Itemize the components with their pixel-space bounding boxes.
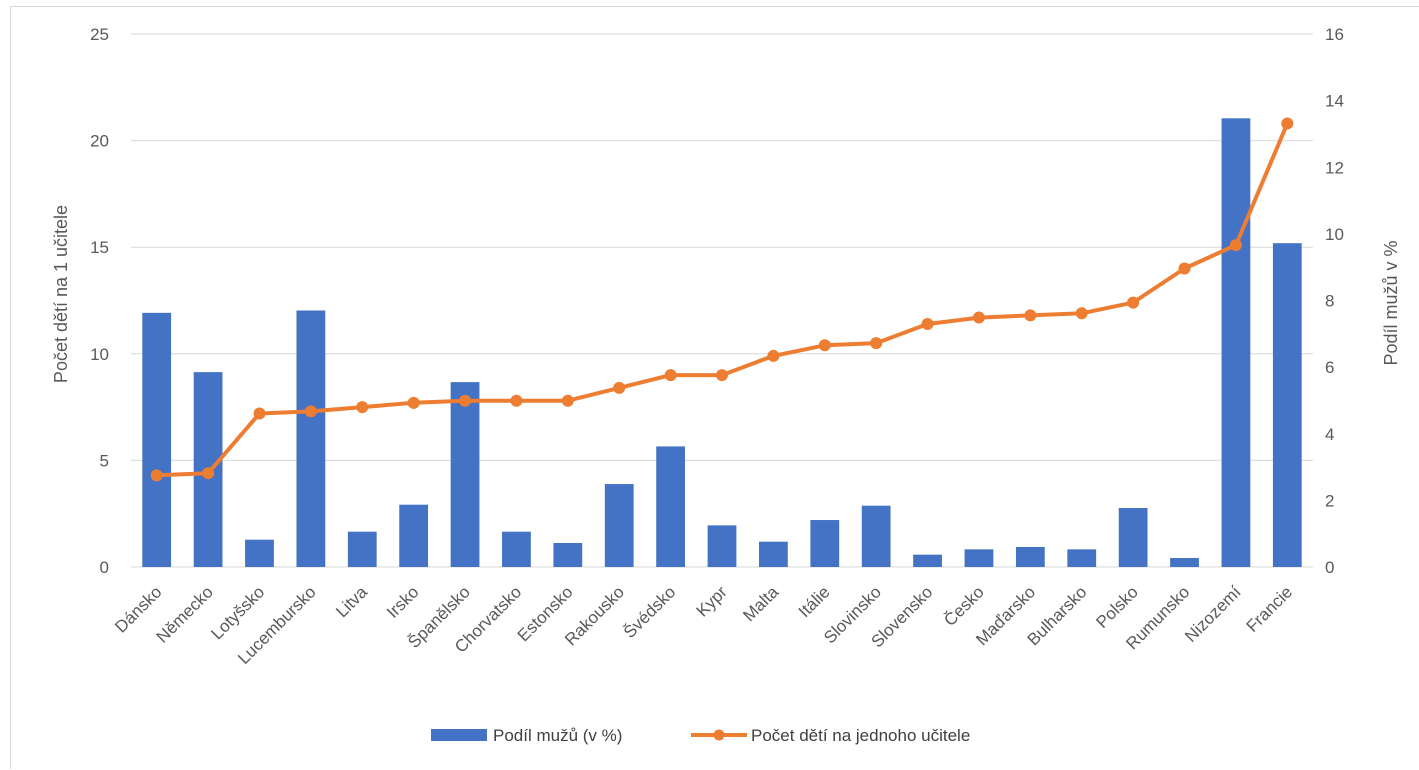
bar — [142, 312, 172, 567]
line-point — [1229, 239, 1242, 252]
line-point — [1281, 117, 1294, 130]
right-tick-label: 0 — [1325, 558, 1334, 577]
legend-bar-label: Podíl mužů (v %) — [493, 726, 622, 745]
bar — [1067, 549, 1097, 567]
right-axis-ticks: 0 2 4 6 8 10 12 14 16 — [1325, 25, 1344, 577]
category-label: Irsko — [383, 582, 422, 621]
combo-chart: 0 5 10 15 20 25 0 2 4 6 8 10 12 14 16 DánskoNěmeckoLo… — [51, 25, 1401, 745]
series-line — [154, 121, 1290, 478]
bar — [553, 543, 583, 567]
line-point — [150, 469, 163, 482]
category-label: Nizozemí — [1181, 582, 1245, 646]
bar — [707, 525, 737, 567]
bar — [1118, 508, 1148, 567]
bar — [913, 554, 942, 567]
right-axis-title: Podíl mužů v % — [1381, 240, 1401, 365]
left-tick-label: 15 — [90, 238, 109, 257]
line-point — [561, 394, 574, 407]
chart-frame: 0 5 10 15 20 25 0 2 4 6 8 10 12 14 16 Dánsko Německo Lo… — [10, 6, 1419, 769]
bar — [347, 531, 377, 567]
line-point — [818, 339, 831, 352]
line-point — [407, 396, 420, 409]
line-point — [664, 369, 677, 382]
gridlines — [131, 33, 1313, 568]
legend-line-marker — [713, 729, 725, 741]
line-point — [304, 405, 317, 418]
legend-line-label: Počet dětí na jednoho učitele — [751, 726, 970, 745]
line-point — [1075, 307, 1088, 320]
left-tick-label: 5 — [100, 451, 109, 470]
bar — [964, 549, 994, 567]
line-point — [613, 381, 626, 394]
line-point — [1178, 262, 1191, 275]
right-tick-label: 10 — [1325, 225, 1344, 244]
right-tick-label: 8 — [1325, 292, 1334, 311]
line-point — [1024, 309, 1037, 322]
bar — [245, 539, 274, 567]
bar — [502, 531, 531, 567]
line-point — [202, 467, 215, 480]
category-label: Polsko — [1092, 582, 1142, 632]
category-label: Francie — [1243, 582, 1297, 636]
right-tick-label: 14 — [1325, 92, 1344, 111]
right-tick-label: 12 — [1325, 158, 1344, 177]
bar — [1272, 243, 1302, 567]
right-tick-label: 4 — [1325, 425, 1334, 444]
bar — [1015, 547, 1045, 567]
left-axis-ticks: 0 5 10 15 20 25 — [90, 25, 109, 577]
line-point — [870, 337, 883, 350]
bar — [450, 382, 480, 567]
line-point — [510, 394, 523, 407]
category-label: Kypr — [693, 582, 731, 620]
category-label: Itálie — [795, 582, 834, 621]
bar — [399, 504, 429, 567]
line-point — [767, 349, 780, 362]
bar — [604, 484, 634, 567]
line-point — [716, 369, 728, 382]
bar — [759, 541, 788, 567]
right-tick-label: 2 — [1325, 491, 1334, 510]
category-label: Německo — [153, 582, 217, 646]
left-tick-label: 20 — [90, 132, 109, 151]
category-label: Švédsko — [620, 582, 680, 642]
bar — [296, 310, 326, 567]
left-axis-title: Počet dětí na 1 učitele — [51, 205, 71, 383]
bar — [1221, 118, 1251, 567]
bar — [861, 505, 891, 567]
legend-bar-swatch — [431, 729, 487, 741]
bar — [1170, 558, 1199, 567]
line-point — [459, 394, 472, 407]
bar — [656, 446, 685, 567]
line-point — [972, 311, 985, 324]
category-label: Česko — [940, 582, 988, 630]
line-point — [356, 401, 369, 414]
left-tick-label: 0 — [100, 558, 109, 577]
right-tick-label: 16 — [1325, 25, 1344, 44]
category-label: Malta — [739, 582, 782, 625]
right-tick-label: 6 — [1325, 358, 1334, 377]
line-point — [1127, 296, 1140, 309]
line-point — [253, 407, 266, 420]
legend: Podíl mužů (v %) Počet dětí na jednoho u… — [431, 726, 970, 745]
left-tick-label: 25 — [90, 25, 109, 44]
bar — [810, 520, 840, 567]
left-tick-label: 10 — [90, 345, 109, 364]
line-point — [921, 317, 934, 330]
bar-series — [142, 118, 1302, 567]
category-label: Litva — [332, 582, 371, 621]
line-series — [150, 117, 1294, 482]
